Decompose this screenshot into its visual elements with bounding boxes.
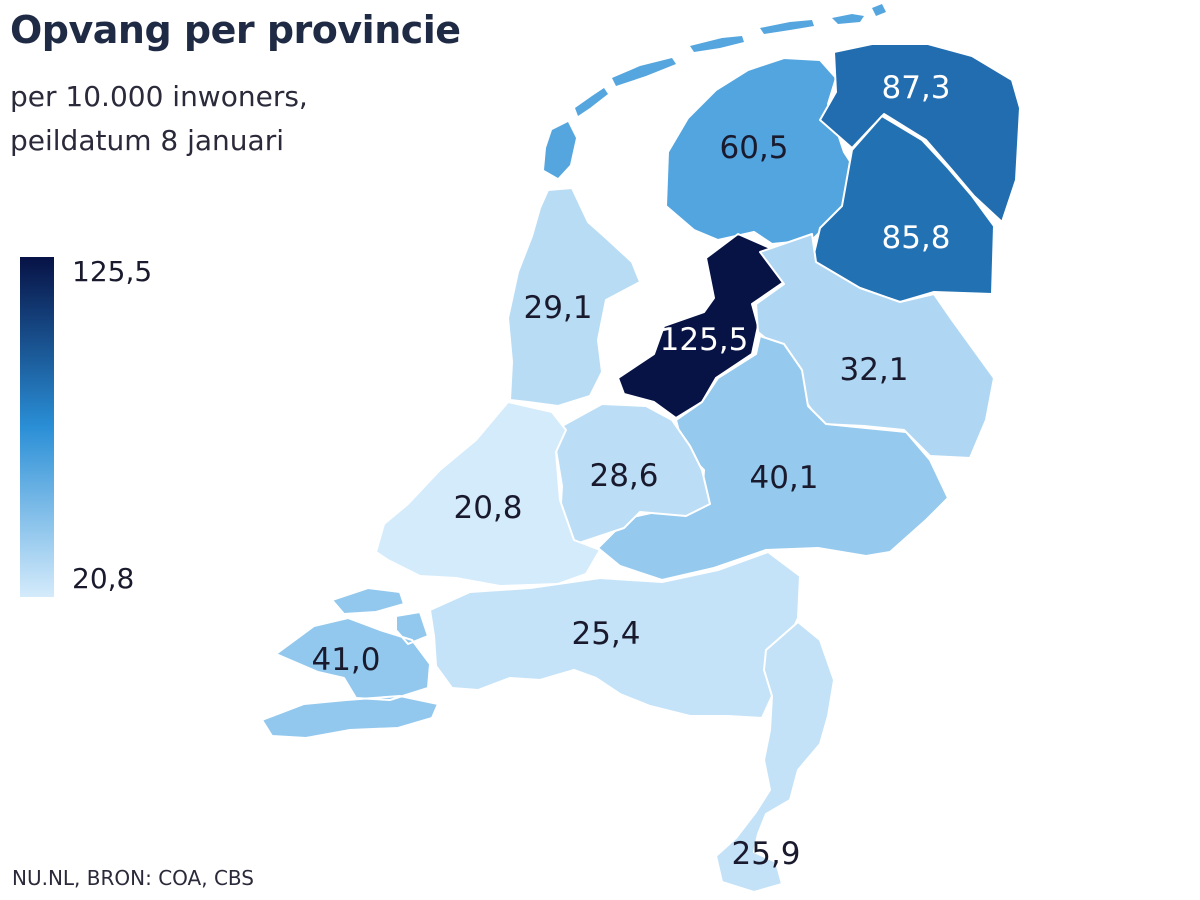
label-overijssel: 32,1 [839,352,908,388]
label-zuid-holland: 20,8 [453,490,522,526]
label-noord-holland: 29,1 [523,290,592,326]
label-friesland: 60,5 [719,130,788,166]
province-zuid-holland[interactable] [375,401,601,587]
province-limburg[interactable] [715,621,835,893]
island-schiermonnikoog [760,20,814,34]
label-zeeland: 41,0 [311,642,380,678]
province-zeeland[interactable] [261,587,439,739]
island-texel [544,122,576,178]
label-drenthe: 85,8 [881,220,950,256]
island-ameland [690,36,744,52]
subtitle-line-2: peildatum 8 januari [10,124,284,157]
label-limburg: 25,9 [731,836,800,872]
label-utrecht: 28,6 [589,458,658,494]
island-rottumeroog [832,14,864,24]
island-rottum-east [872,4,886,16]
subtitle-line-1: per 10.000 inwoners, [10,80,308,113]
legend-min-label: 20,8 [72,562,135,595]
province-noord-holland[interactable] [507,187,641,407]
source-credit: NU.NL, BRON: COA, CBS [12,866,254,890]
label-flevoland: 125,5 [660,322,749,358]
province-drenthe[interactable] [811,115,995,303]
island-terschelling [612,58,676,86]
map-title: Opvang per provincie [10,8,461,52]
province-noord-brabant[interactable] [429,551,801,719]
label-noord-brabant: 25,4 [571,616,640,652]
legend-color-scale [20,257,54,597]
wadden-islands [544,4,886,178]
label-gelderland: 40,1 [749,460,818,496]
label-groningen: 87,3 [881,70,950,106]
province-groningen[interactable] [819,43,1021,223]
island-vlieland [575,88,608,116]
legend-max-label: 125,5 [72,255,153,288]
